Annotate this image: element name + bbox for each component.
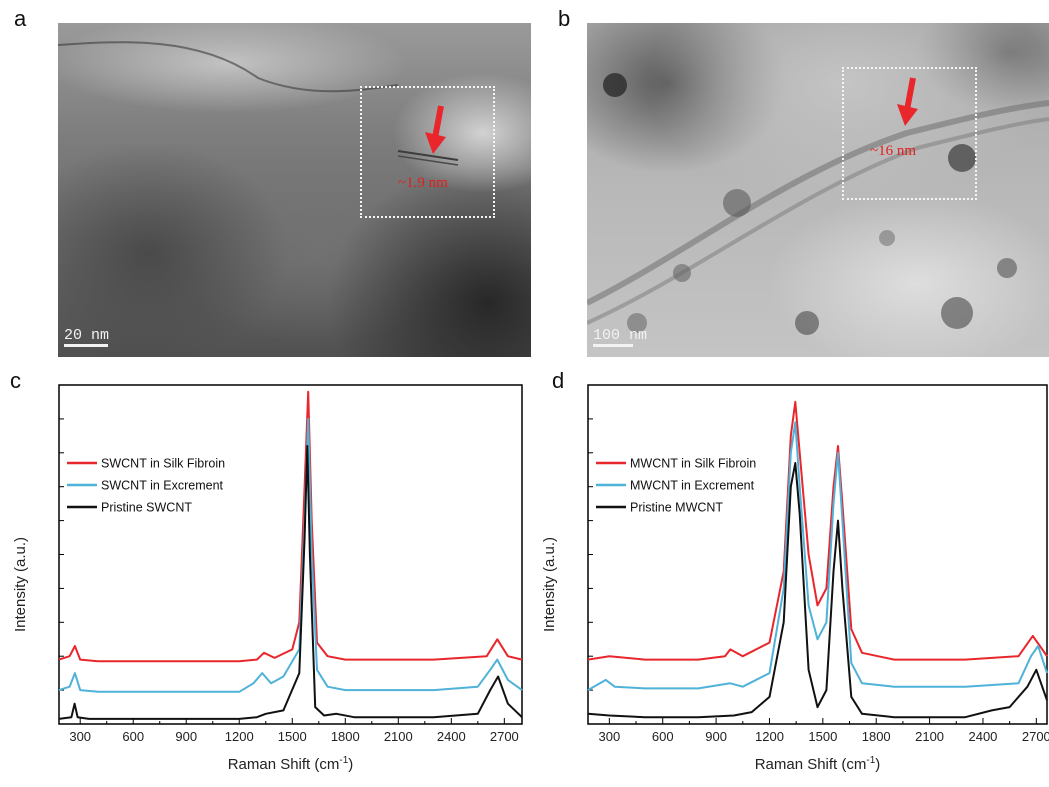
scale-bar-a: 20 nm <box>64 327 110 347</box>
x-tick-label: 900 <box>175 729 197 744</box>
x-tick-label: 2700 <box>1022 729 1049 744</box>
panel-label-b: b <box>558 6 571 31</box>
panel-label-c: c <box>10 368 21 393</box>
panel-label-d: d <box>552 368 565 393</box>
raman-chart-c: 300 600 900 1200 1500 1800 2100 2400 2700 Raman S… <box>12 384 523 773</box>
series-line <box>58 390 523 663</box>
x-tick-label: 900 <box>705 729 727 744</box>
series-line <box>587 421 1048 691</box>
raman-chart-d: 300 600 900 1200 1500 1800 2100 2400 2700 Raman S… <box>541 384 1049 773</box>
x-tick-label: 1500 <box>808 729 837 744</box>
legend-entry: MWCNT in Excrement <box>630 479 755 493</box>
x-tick-label: 1800 <box>331 729 360 744</box>
scale-bar-b: 100 nm <box>593 327 648 347</box>
x-tick-label: 1200 <box>755 729 784 744</box>
x-tick-label: 1800 <box>862 729 891 744</box>
scale-bar-label-b: 100 nm <box>593 327 648 344</box>
x-tick-label: 2400 <box>968 729 997 744</box>
arrow-icon <box>897 77 918 126</box>
x-tick-label: 1200 <box>225 729 254 744</box>
tem-image-a <box>58 23 531 357</box>
x-tick-label: 2100 <box>915 729 944 744</box>
legend-entry: SWCNT in Silk Fibroin <box>101 457 225 471</box>
x-tick-label: 2700 <box>490 729 519 744</box>
plot-frame <box>587 384 1048 725</box>
tem-image-b <box>587 23 1049 357</box>
measurement-label-a: ~1.9 nm <box>398 175 448 191</box>
panel-label-a: a <box>14 6 27 31</box>
plot-frame <box>58 384 523 725</box>
y-axis-label: Intensity (a.u.) <box>12 537 29 632</box>
legend-entry: Pristine MWCNT <box>630 501 723 515</box>
legend-entry: MWCNT in Silk Fibroin <box>630 457 756 471</box>
x-tick-label: 300 <box>598 729 620 744</box>
zoom-box-a <box>360 86 495 218</box>
x-tick-label: 2400 <box>437 729 466 744</box>
arrow-icon <box>425 105 446 154</box>
legend-entry: Pristine SWCNT <box>101 501 192 515</box>
measurement-label-b: ~16 nm <box>870 143 917 159</box>
zoom-box-b <box>842 67 977 200</box>
x-tick-label: 600 <box>652 729 674 744</box>
series-line <box>58 445 523 720</box>
x-tick-label: 2100 <box>384 729 413 744</box>
series-line <box>587 462 1048 719</box>
x-tick-label: 300 <box>69 729 91 744</box>
scale-bar-label-a: 20 nm <box>64 327 110 344</box>
x-tick-label: 600 <box>122 729 144 744</box>
x-axis-label: Raman Shift (cm-1) <box>228 755 354 773</box>
y-axis-label: Intensity (a.u.) <box>541 537 558 632</box>
x-axis-label: Raman Shift (cm-1) <box>755 755 881 773</box>
series-line <box>587 400 1048 661</box>
x-tick-label: 1500 <box>278 729 307 744</box>
legend-entry: SWCNT in Excrement <box>101 479 224 493</box>
